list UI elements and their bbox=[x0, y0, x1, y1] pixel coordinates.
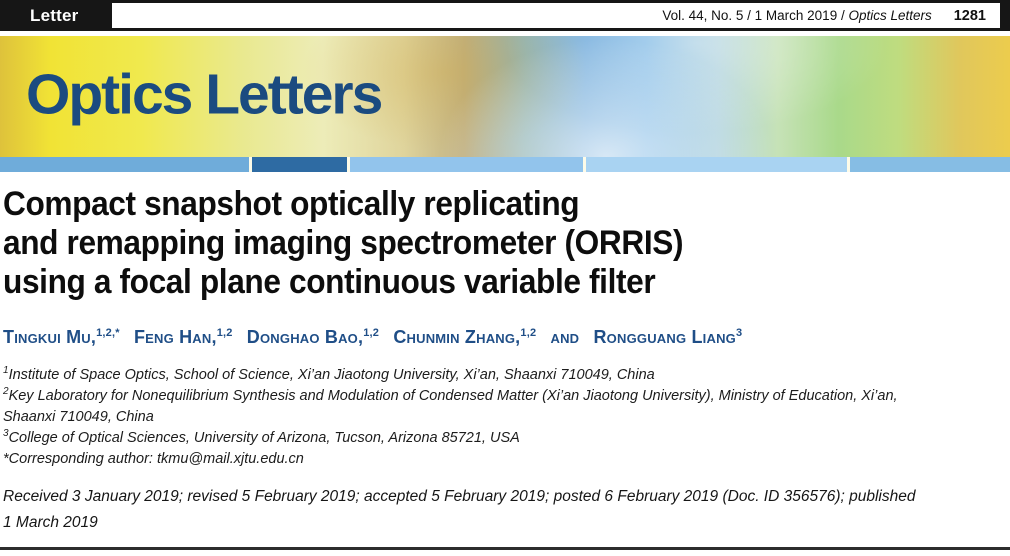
affiliation-superscript: 1 bbox=[3, 365, 9, 377]
issue-info: Vol. 44, No. 5 / 1 March 2019 / Optics L… bbox=[662, 8, 931, 23]
issue-info-prefix: Vol. 44, No. 5 / 1 March 2019 / bbox=[662, 8, 849, 23]
bar-segment-5 bbox=[850, 157, 1010, 172]
authors-connector: and bbox=[550, 327, 580, 347]
author: Chunmin Zhang,1,2 bbox=[393, 327, 537, 347]
author-superscript: 3 bbox=[735, 327, 743, 339]
affiliation: 3College of Optical Sciences, University… bbox=[3, 428, 520, 446]
affiliations: 1Institute of Space Optics, School of Sc… bbox=[3, 365, 948, 470]
title-line-3: using a focal plane continuous variable … bbox=[3, 263, 656, 301]
affiliation-superscript: 3 bbox=[3, 428, 9, 440]
author-superscript: 1,2 bbox=[216, 327, 233, 339]
author: Tingkui Mu,1,2,* bbox=[3, 327, 120, 347]
article-header: Compact snapshot optically replicating a… bbox=[0, 185, 1010, 536]
title-line-2: and remapping imaging spectrometer (ORRI… bbox=[3, 224, 684, 262]
bar-segment-2 bbox=[252, 157, 347, 172]
section-divider bbox=[0, 547, 1010, 550]
article-type-badge: Letter bbox=[30, 0, 78, 31]
author-superscript: 1,2,* bbox=[96, 327, 120, 339]
journal-logo-text: Optics Letters bbox=[26, 61, 383, 126]
masthead-inset: Vol. 44, No. 5 / 1 March 2019 / Optics L… bbox=[112, 3, 1000, 28]
article-title: Compact snapshot optically replicating a… bbox=[3, 185, 940, 302]
article-type-label: Letter bbox=[30, 5, 79, 25]
affiliation-superscript: * bbox=[3, 451, 9, 467]
author: Rongguang Liang3 bbox=[593, 327, 743, 347]
affiliation-superscript: 2 bbox=[3, 386, 9, 398]
page-number: 1281 bbox=[953, 7, 986, 24]
author-superscript: 1,2 bbox=[520, 327, 537, 339]
title-line-1: Compact snapshot optically replicating bbox=[3, 185, 580, 223]
bar-segment-3 bbox=[350, 157, 583, 172]
article-history: Received 3 January 2019; revised 5 Febru… bbox=[3, 488, 916, 531]
affiliation: 1Institute of Space Optics, School of Sc… bbox=[3, 365, 655, 383]
author-superscript: 1,2 bbox=[363, 327, 380, 339]
author: Donghao Bao,1,2 bbox=[246, 327, 380, 347]
author: Feng Han,1,2 bbox=[133, 327, 233, 347]
issue-info-journal: Optics Letters bbox=[848, 8, 932, 23]
masthead: Letter Vol. 44, No. 5 / 1 March 2019 / O… bbox=[0, 0, 1010, 31]
banner-accent-bar bbox=[0, 157, 1010, 172]
affiliation: 2Key Laboratory for Nonequilibrium Synth… bbox=[3, 386, 898, 425]
author-list: Tingkui Mu,1,2,* Feng Han,1,2 Donghao Ba… bbox=[3, 327, 1010, 348]
journal-banner: Optics Letters bbox=[0, 36, 1010, 157]
bar-segment-1 bbox=[0, 157, 249, 172]
bar-segment-4 bbox=[586, 157, 847, 172]
corresponding-author-note: *Corresponding author: tkmu@mail.xjtu.ed… bbox=[3, 451, 304, 467]
